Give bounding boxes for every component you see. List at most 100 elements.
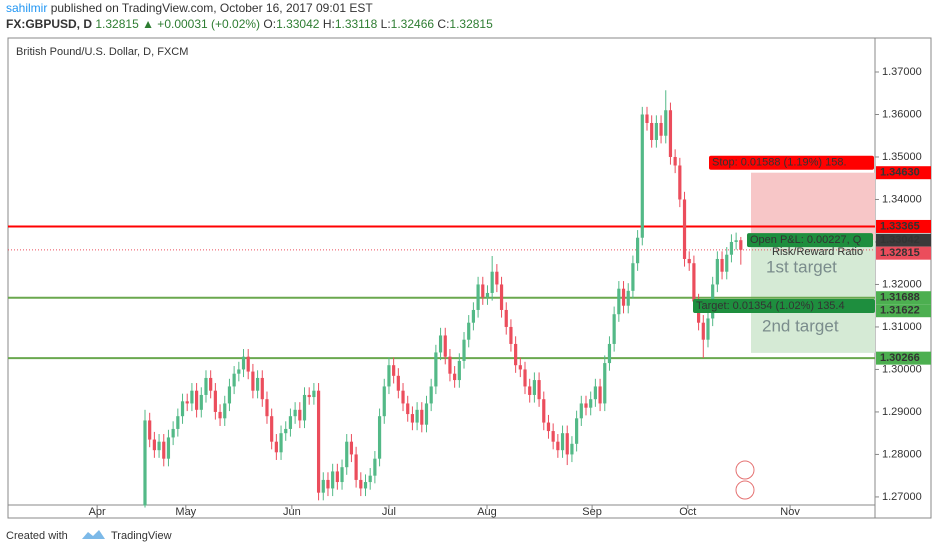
candle-body <box>565 433 569 455</box>
x-tick-label: May <box>175 506 196 518</box>
candle-body <box>678 165 682 200</box>
y-tick-label: 1.37000 <box>882 66 922 78</box>
candle-body <box>551 431 555 442</box>
candle-body <box>626 290 630 306</box>
price-tag-label: 1.32815 <box>880 247 920 259</box>
candle-body <box>166 437 171 459</box>
candle-body <box>396 375 400 391</box>
candle-body <box>331 471 335 489</box>
candle-body <box>284 428 288 434</box>
candle-body <box>162 441 166 459</box>
candle-body <box>199 394 203 410</box>
candle-body <box>180 401 185 417</box>
price-tag-label: 1.30266 <box>880 352 920 364</box>
candle-body <box>227 386 232 404</box>
symbol-line: FX:GBPUSD, D 1.32815 ▲ +0.00031 (+0.02%)… <box>6 17 493 31</box>
candle-body <box>701 322 705 340</box>
target-label: Target: 0.01354 (1.02%) 135.4 <box>696 300 845 312</box>
ratio-label: Risk/Reward Ratio <box>772 246 863 258</box>
candle-body <box>650 122 654 140</box>
candle-body <box>485 292 490 298</box>
footer-created: Created with <box>6 530 68 542</box>
author: sahilmir <box>6 1 47 15</box>
candle-body <box>462 339 466 361</box>
candle-body <box>631 263 635 291</box>
target-zone <box>751 240 875 353</box>
candle-body <box>438 335 443 353</box>
candle-body <box>692 263 696 302</box>
price-tag-label: 1.34630 <box>880 167 920 179</box>
candle-body <box>673 156 677 166</box>
last-price: 1.32815 <box>95 17 139 31</box>
candle-body <box>312 390 316 398</box>
candle-body <box>241 356 246 370</box>
candle-body <box>401 390 405 404</box>
candle-body <box>434 352 438 387</box>
chart-frame <box>7 37 932 519</box>
candle-body <box>645 114 649 123</box>
x-tick-label: Oct <box>679 506 696 518</box>
note: 2nd target <box>762 316 839 335</box>
event-icon <box>735 460 755 480</box>
candle-body <box>190 390 194 404</box>
ohlc-label: L: <box>381 17 391 31</box>
candle-body <box>232 373 236 387</box>
candle-body <box>171 428 175 438</box>
candle-body <box>307 394 311 398</box>
candle-body <box>382 386 386 417</box>
candle-body <box>265 399 269 417</box>
candle-body <box>157 441 161 451</box>
ohlc-label: C: <box>437 17 449 31</box>
chart-title: British Pound/U.S. Dollar, D, FXCM <box>16 46 188 58</box>
candle-body <box>298 409 302 421</box>
candle-body <box>575 418 579 444</box>
candle-body <box>490 271 494 293</box>
candle-body <box>621 288 626 306</box>
candle-body <box>556 441 560 451</box>
candle-body <box>260 377 264 400</box>
candle-body <box>476 284 480 310</box>
brand-logo <box>82 530 105 539</box>
candle-body <box>255 377 260 391</box>
pnl-label: Open P&L: 0.00227, Q <box>750 234 862 246</box>
x-tick-label: Jun <box>283 506 301 518</box>
candle-body <box>570 443 574 455</box>
candle-body <box>195 390 199 410</box>
candle-body <box>448 356 452 374</box>
candle-body <box>152 439 156 451</box>
candle-body <box>443 335 447 357</box>
candle-body <box>223 403 227 419</box>
candle-body <box>654 122 658 140</box>
x-tick-label: Aug <box>477 506 497 518</box>
candle-body <box>495 271 499 285</box>
y-tick-label: 1.31000 <box>882 321 922 333</box>
candle-body <box>274 441 278 453</box>
candle-body <box>316 390 321 493</box>
candle-body <box>706 318 710 340</box>
event-icons <box>735 460 755 500</box>
price-tag <box>876 219 931 233</box>
candle-body <box>504 309 508 327</box>
candle-body <box>335 471 339 483</box>
candle-body <box>410 414 415 423</box>
candle-body <box>499 284 504 310</box>
candle-body <box>406 403 410 415</box>
ohlc-label: H: <box>323 17 335 31</box>
footer-brand[interactable]: TradingView <box>111 530 172 542</box>
stop-zone <box>751 172 875 241</box>
candle-body <box>424 403 429 425</box>
candle-body <box>293 409 297 417</box>
note: 1st target <box>766 257 837 276</box>
candle-body <box>467 322 471 340</box>
price-tag <box>876 291 931 305</box>
price-tag <box>876 166 931 180</box>
candle-body <box>584 403 588 408</box>
candle-body <box>420 409 424 425</box>
candle-body <box>415 409 419 423</box>
y-tick-label: 1.28000 <box>882 448 922 460</box>
candle-body <box>387 365 391 387</box>
candle-body <box>359 479 363 489</box>
candle-body <box>607 343 612 364</box>
candle-body <box>729 241 734 255</box>
